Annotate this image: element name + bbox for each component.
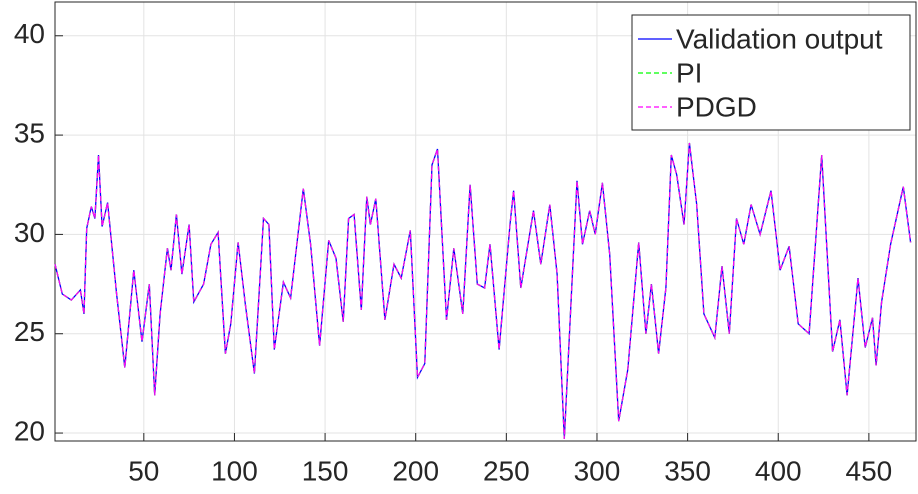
- data-line: [54, 142, 912, 440]
- legend-box: [631, 14, 911, 131]
- y-tick-label: 30: [14, 217, 45, 248]
- plot-frame: [54, 1, 917, 442]
- x-tick-label: 100: [211, 455, 258, 486]
- x-tick-label: 250: [483, 455, 530, 486]
- legend-label: Validation output: [676, 23, 883, 54]
- y-tick-label: 35: [14, 117, 45, 148]
- x-tick-label: 200: [392, 455, 439, 486]
- x-tick-label: 350: [664, 455, 711, 486]
- x-tick-label: 150: [302, 455, 349, 486]
- y-tick-label: 20: [14, 415, 45, 446]
- x-tick-label: 400: [755, 455, 802, 486]
- x-tick-label: 50: [128, 455, 159, 486]
- data-line: [54, 142, 912, 440]
- y-tick-label: 25: [14, 316, 45, 347]
- x-tick-label: 450: [846, 455, 893, 486]
- legend-label: PDGD: [676, 91, 757, 122]
- legend-label: PI: [676, 57, 702, 88]
- x-tick-label: 300: [574, 455, 621, 486]
- y-tick-label: 40: [14, 18, 45, 49]
- data-line: [54, 142, 912, 440]
